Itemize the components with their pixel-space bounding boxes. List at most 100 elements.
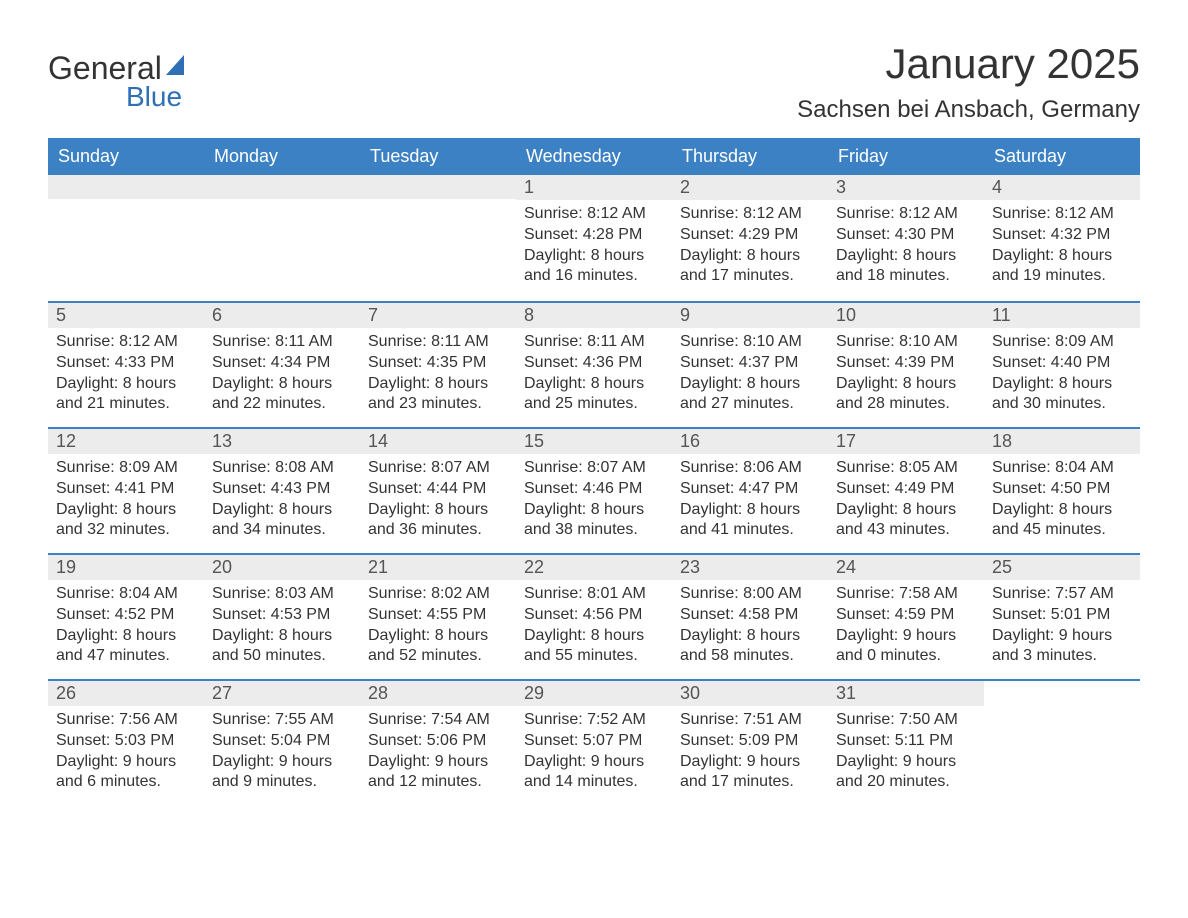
day-cell: 27Sunrise: 7:55 AMSunset: 5:04 PMDayligh… [204,679,360,805]
dayname-row: SundayMondayTuesdayWednesdayThursdayFrid… [48,138,1140,175]
day-number: 12 [48,427,204,454]
empty-day [984,679,1140,705]
daylight-line-2: and 34 minutes. [212,520,352,541]
day-content: Sunrise: 8:07 AMSunset: 4:44 PMDaylight:… [360,454,516,549]
daylight-line-1: Daylight: 8 hours [524,626,664,647]
day-content: Sunrise: 7:56 AMSunset: 5:03 PMDaylight:… [48,706,204,801]
sunrise-line: Sunrise: 8:02 AM [368,584,508,605]
day-content: Sunrise: 7:55 AMSunset: 5:04 PMDaylight:… [204,706,360,801]
sunset-line: Sunset: 5:01 PM [992,605,1132,626]
day-content: Sunrise: 8:12 AMSunset: 4:33 PMDaylight:… [48,328,204,423]
day-content: Sunrise: 8:09 AMSunset: 4:41 PMDaylight:… [48,454,204,549]
sunrise-line: Sunrise: 8:12 AM [836,204,976,225]
day-number: 5 [48,301,204,328]
day-content: Sunrise: 8:03 AMSunset: 4:53 PMDaylight:… [204,580,360,675]
dayname-tuesday: Tuesday [360,138,516,175]
empty-day [48,175,204,199]
week-row: 5Sunrise: 8:12 AMSunset: 4:33 PMDaylight… [48,301,1140,427]
calendar-table: SundayMondayTuesdayWednesdayThursdayFrid… [48,138,1140,805]
daylight-line-2: and 23 minutes. [368,394,508,415]
daylight-line-1: Daylight: 9 hours [992,626,1132,647]
daylight-line-1: Daylight: 9 hours [212,752,352,773]
day-number: 16 [672,427,828,454]
sunset-line: Sunset: 4:58 PM [680,605,820,626]
day-content: Sunrise: 8:12 AMSunset: 4:30 PMDaylight:… [828,200,984,295]
day-number: 2 [672,175,828,200]
sunrise-line: Sunrise: 8:04 AM [992,458,1132,479]
sunset-line: Sunset: 4:46 PM [524,479,664,500]
daylight-line-2: and 12 minutes. [368,772,508,793]
day-cell: 23 Sunrise: 8:00 AMSunset: 4:58 PMDayligh… [672,553,828,679]
day-number: 20 [204,553,360,580]
location: Sachsen bei Ansbach, Germany [797,96,1140,124]
daylight-line-1: Daylight: 8 hours [680,626,820,647]
sunset-line: Sunset: 4:39 PM [836,353,976,374]
sunset-line: Sunset: 4:30 PM [836,225,976,246]
sunset-line: Sunset: 4:59 PM [836,605,976,626]
day-content: Sunrise: 8:12 AMSunset: 4:29 PMDaylight:… [672,200,828,295]
daylight-line-1: Daylight: 9 hours [56,752,196,773]
day-number: 11 [984,301,1140,328]
day-number: 15 [516,427,672,454]
brand-logo: General Blue [48,50,184,113]
daylight-line-2: and 19 minutes. [992,266,1132,287]
sunset-line: Sunset: 5:06 PM [368,731,508,752]
daylight-line-1: Daylight: 9 hours [836,626,976,647]
day-number: 22 [516,553,672,580]
daylight-line-2: and 17 minutes. [680,266,820,287]
day-cell: 1Sunrise: 8:12 AMSunset: 4:28 PMDaylight… [516,175,672,301]
day-cell: 21Sunrise: 8:02 AMSunset: 4:55 PMDayligh… [360,553,516,679]
daylight-line-2: and 58 minutes. [680,646,820,667]
sunrise-line: Sunrise: 7:58 AM [836,584,976,605]
sunset-line: Sunset: 4:41 PM [56,479,196,500]
day-cell: 2Sunrise: 8:12 AMSunset: 4:29 PMDaylight… [672,175,828,301]
sail-icon [166,55,184,75]
day-number: 14 [360,427,516,454]
daylight-line-2: and 6 minutes. [56,772,196,793]
sunset-line: Sunset: 4:37 PM [680,353,820,374]
day-content: Sunrise: 8:10 AMSunset: 4:39 PMDaylight:… [828,328,984,423]
month-title: January 2025 [797,40,1140,88]
sunset-line: Sunset: 4:55 PM [368,605,508,626]
daylight-line-1: Daylight: 8 hours [368,500,508,521]
daylight-line-1: Daylight: 8 hours [368,626,508,647]
day-content: Sunrise: 8:10 AMSunset: 4:37 PMDaylight:… [672,328,828,423]
sunrise-line: Sunrise: 8:12 AM [992,204,1132,225]
day-number: 23 [672,553,828,580]
empty-day [204,175,360,199]
day-content: Sunrise: 8:11 AMSunset: 4:36 PMDaylight:… [516,328,672,423]
day-number: 17 [828,427,984,454]
sunrise-line: Sunrise: 8:07 AM [524,458,664,479]
day-number: 10 [828,301,984,328]
day-content: Sunrise: 8:04 AMSunset: 4:52 PMDaylight:… [48,580,204,675]
daylight-line-2: and 32 minutes. [56,520,196,541]
daylight-line-2: and 55 minutes. [524,646,664,667]
week-row: 12Sunrise: 8:09 AMSunset: 4:41 PMDayligh… [48,427,1140,553]
daylight-line-2: and 14 minutes. [524,772,664,793]
day-number: 31 [828,679,984,706]
daylight-line-2: and 38 minutes. [524,520,664,541]
brand-blue: Blue [126,81,184,113]
sunrise-line: Sunrise: 7:52 AM [524,710,664,731]
sunset-line: Sunset: 4:43 PM [212,479,352,500]
sunset-line: Sunset: 4:40 PM [992,353,1132,374]
day-cell: 10Sunrise: 8:10 AMSunset: 4:39 PMDayligh… [828,301,984,427]
day-number: 7 [360,301,516,328]
sunrise-line: Sunrise: 8:11 AM [368,332,508,353]
sunrise-line: Sunrise: 8:00 AM [680,584,820,605]
sunrise-line: Sunrise: 7:51 AM [680,710,820,731]
day-content: Sunrise: 8:08 AMSunset: 4:43 PMDaylight:… [204,454,360,549]
day-content: Sunrise: 7:58 AMSunset: 4:59 PMDaylight:… [828,580,984,675]
sunset-line: Sunset: 4:35 PM [368,353,508,374]
sunrise-line: Sunrise: 8:08 AM [212,458,352,479]
day-cell: 3Sunrise: 8:12 AMSunset: 4:30 PMDaylight… [828,175,984,301]
daylight-line-1: Daylight: 8 hours [212,500,352,521]
day-number: 6 [204,301,360,328]
sunset-line: Sunset: 5:03 PM [56,731,196,752]
dayname-monday: Monday [204,138,360,175]
day-cell: 30Sunrise: 7:51 AMSunset: 5:09 PMDayligh… [672,679,828,805]
sunset-line: Sunset: 5:07 PM [524,731,664,752]
daylight-line-1: Daylight: 8 hours [212,374,352,395]
sunrise-line: Sunrise: 8:11 AM [212,332,352,353]
sunset-line: Sunset: 4:56 PM [524,605,664,626]
